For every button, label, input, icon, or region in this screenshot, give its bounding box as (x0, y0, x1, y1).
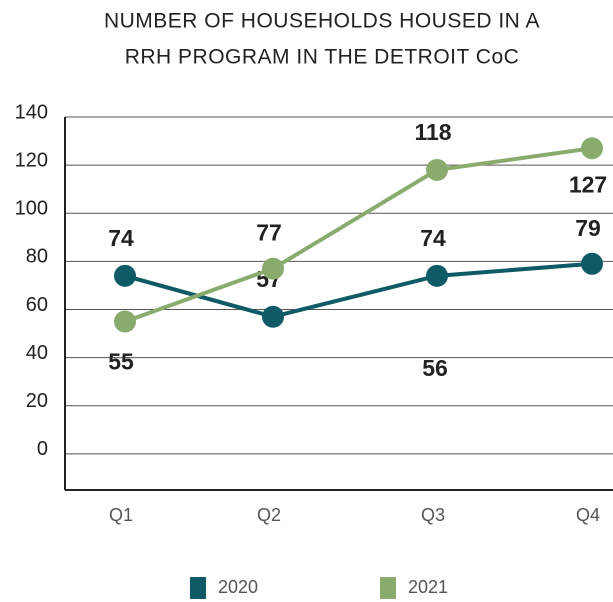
point (262, 257, 284, 280)
data-label: 77 (256, 220, 282, 246)
data-label: 118 (414, 119, 451, 145)
y-tick-label: 40 (26, 342, 48, 364)
x-tick-label: Q1 (109, 505, 133, 525)
data-label: 74 (420, 225, 446, 251)
point (581, 137, 603, 160)
point (581, 252, 603, 275)
x-tick-label: Q2 (257, 505, 281, 525)
chart-title: RRH PROGRAM IN THE DETROIT CoC (125, 46, 520, 69)
data-label: 74 (108, 225, 134, 251)
data-label: 55 (108, 349, 134, 375)
y-tick-label: 80 (26, 246, 48, 268)
y-tick-label: 60 (26, 294, 48, 316)
y-tick-label: 0 (37, 438, 48, 460)
chart-title: NUMBER OF HOUSEHOLDS HOUSED IN A (104, 10, 540, 33)
point (426, 264, 448, 287)
y-tick-label: 120 (15, 149, 48, 171)
y-tick-label: 100 (15, 198, 48, 220)
point (262, 305, 284, 328)
annotation: 56 (422, 355, 448, 381)
y-tick-label: 140 (15, 101, 48, 123)
y-tick-label: 20 (26, 390, 48, 412)
legend-label: 2021 (408, 577, 448, 597)
data-label: 127 (569, 171, 607, 197)
x-tick-label: Q4 (576, 505, 600, 525)
x-tick-label: Q3 (421, 505, 445, 525)
legend-swatch (380, 577, 396, 599)
legend-label: 2020 (218, 577, 258, 597)
point (114, 264, 136, 287)
legend-swatch (190, 577, 206, 599)
data-label: 79 (575, 215, 601, 241)
point (114, 310, 136, 333)
series-line (124, 261, 593, 319)
series-line (124, 146, 593, 324)
point (426, 158, 448, 181)
